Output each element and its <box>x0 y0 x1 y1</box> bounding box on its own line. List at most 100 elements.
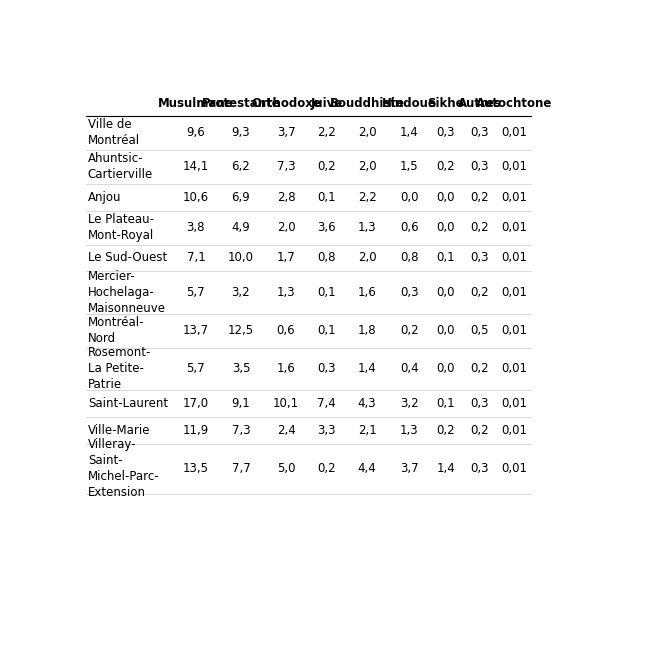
Text: 0,3: 0,3 <box>470 397 489 410</box>
Text: Hindoue: Hindoue <box>382 96 437 109</box>
Text: Protestante: Protestante <box>202 96 280 109</box>
Text: 4,3: 4,3 <box>358 397 377 410</box>
Text: 0,2: 0,2 <box>400 324 419 337</box>
Text: 9,6: 9,6 <box>187 126 205 140</box>
Text: 0,0: 0,0 <box>437 191 455 204</box>
Text: 0,2: 0,2 <box>317 160 336 173</box>
Text: 2,0: 2,0 <box>358 126 377 140</box>
Text: 3,6: 3,6 <box>317 221 336 234</box>
Text: Sikhe: Sikhe <box>428 96 464 109</box>
Text: Ville-Marie: Ville-Marie <box>88 424 151 437</box>
Text: 1,3: 1,3 <box>400 424 419 437</box>
Text: 1,6: 1,6 <box>358 286 377 299</box>
Text: Musulmane: Musulmane <box>158 96 234 109</box>
Text: 10,6: 10,6 <box>183 191 209 204</box>
Text: 6,2: 6,2 <box>231 160 251 173</box>
Text: 2,2: 2,2 <box>358 191 377 204</box>
Text: 2,0: 2,0 <box>358 252 377 265</box>
Text: 3,2: 3,2 <box>400 397 419 410</box>
Text: 6,9: 6,9 <box>231 191 251 204</box>
Text: 0,1: 0,1 <box>317 324 336 337</box>
Text: 0,5: 0,5 <box>470 324 489 337</box>
Text: Montréal-
Nord: Montréal- Nord <box>88 316 144 345</box>
Text: 2,0: 2,0 <box>358 160 377 173</box>
Text: 17,0: 17,0 <box>183 397 209 410</box>
Text: 0,01: 0,01 <box>501 160 526 173</box>
Text: 14,1: 14,1 <box>183 160 209 173</box>
Text: 10,0: 10,0 <box>228 252 254 265</box>
Text: 7,3: 7,3 <box>232 424 250 437</box>
Text: 0,01: 0,01 <box>501 221 526 234</box>
Text: 0,2: 0,2 <box>470 286 489 299</box>
Text: 1,3: 1,3 <box>276 286 295 299</box>
Text: 1,4: 1,4 <box>400 126 419 140</box>
Text: Saint-Laurent: Saint-Laurent <box>88 397 168 410</box>
Text: 1,4: 1,4 <box>358 362 377 375</box>
Text: Bouddhiste: Bouddhiste <box>329 96 404 109</box>
Text: Ville de
Montréal: Ville de Montréal <box>88 118 140 148</box>
Text: 2,4: 2,4 <box>276 424 295 437</box>
Text: 0,6: 0,6 <box>276 324 295 337</box>
Text: 0,8: 0,8 <box>317 252 336 265</box>
Text: 0,3: 0,3 <box>470 160 489 173</box>
Text: 13,7: 13,7 <box>183 324 209 337</box>
Text: 0,3: 0,3 <box>400 286 419 299</box>
Text: 0,8: 0,8 <box>400 252 419 265</box>
Text: Villeray-
Saint-
Michel-Parc-
Extension: Villeray- Saint- Michel-Parc- Extension <box>88 438 160 499</box>
Text: 5,0: 5,0 <box>276 462 295 475</box>
Text: 2,1: 2,1 <box>358 424 377 437</box>
Text: 12,5: 12,5 <box>228 324 254 337</box>
Text: 7,7: 7,7 <box>231 462 251 475</box>
Text: 0,3: 0,3 <box>470 126 489 140</box>
Text: 0,01: 0,01 <box>501 424 526 437</box>
Text: 9,3: 9,3 <box>232 126 250 140</box>
Text: 10,1: 10,1 <box>273 397 299 410</box>
Text: 0,2: 0,2 <box>470 424 489 437</box>
Text: 3,7: 3,7 <box>400 462 419 475</box>
Text: 0,01: 0,01 <box>501 462 526 475</box>
Text: 4,9: 4,9 <box>231 221 251 234</box>
Text: 0,6: 0,6 <box>400 221 419 234</box>
Text: Autochtone: Autochtone <box>475 96 552 109</box>
Text: 0,3: 0,3 <box>437 126 455 140</box>
Text: 0,1: 0,1 <box>437 252 455 265</box>
Text: 0,3: 0,3 <box>470 252 489 265</box>
Text: 0,01: 0,01 <box>501 191 526 204</box>
Text: 0,1: 0,1 <box>437 397 455 410</box>
Text: 0,01: 0,01 <box>501 126 526 140</box>
Text: 1,6: 1,6 <box>276 362 295 375</box>
Text: 13,5: 13,5 <box>183 462 209 475</box>
Text: Juive: Juive <box>311 96 342 109</box>
Text: 0,2: 0,2 <box>470 221 489 234</box>
Text: 0,2: 0,2 <box>437 160 455 173</box>
Text: Le Plateau-
Mont-Royal: Le Plateau- Mont-Royal <box>88 213 154 242</box>
Text: 0,2: 0,2 <box>470 362 489 375</box>
Text: 0,01: 0,01 <box>501 362 526 375</box>
Text: 0,0: 0,0 <box>400 191 419 204</box>
Text: 0,1: 0,1 <box>317 191 336 204</box>
Text: 7,1: 7,1 <box>187 252 205 265</box>
Text: 2,8: 2,8 <box>276 191 295 204</box>
Text: 11,9: 11,9 <box>183 424 209 437</box>
Text: 0,1: 0,1 <box>317 286 336 299</box>
Text: 0,01: 0,01 <box>501 252 526 265</box>
Text: 0,3: 0,3 <box>317 362 336 375</box>
Text: 1,5: 1,5 <box>400 160 419 173</box>
Text: 1,4: 1,4 <box>436 462 455 475</box>
Text: 7,3: 7,3 <box>276 160 295 173</box>
Text: 2,0: 2,0 <box>276 221 295 234</box>
Text: 3,5: 3,5 <box>232 362 250 375</box>
Text: 0,01: 0,01 <box>501 286 526 299</box>
Text: 4,4: 4,4 <box>358 462 377 475</box>
Text: 0,2: 0,2 <box>470 191 489 204</box>
Text: 7,4: 7,4 <box>317 397 336 410</box>
Text: 3,2: 3,2 <box>232 286 250 299</box>
Text: 3,3: 3,3 <box>317 424 336 437</box>
Text: Mercier-
Hochelaga-
Maisonneuve: Mercier- Hochelaga- Maisonneuve <box>88 270 166 315</box>
Text: Orthodoxe: Orthodoxe <box>251 96 321 109</box>
Text: 0,2: 0,2 <box>317 462 336 475</box>
Text: Rosemont-
La Petite-
Patrie: Rosemont- La Petite- Patrie <box>88 346 151 391</box>
Text: Ahuntsic-
Cartierville: Ahuntsic- Cartierville <box>88 152 153 181</box>
Text: 0,0: 0,0 <box>437 221 455 234</box>
Text: Anjou: Anjou <box>88 191 121 204</box>
